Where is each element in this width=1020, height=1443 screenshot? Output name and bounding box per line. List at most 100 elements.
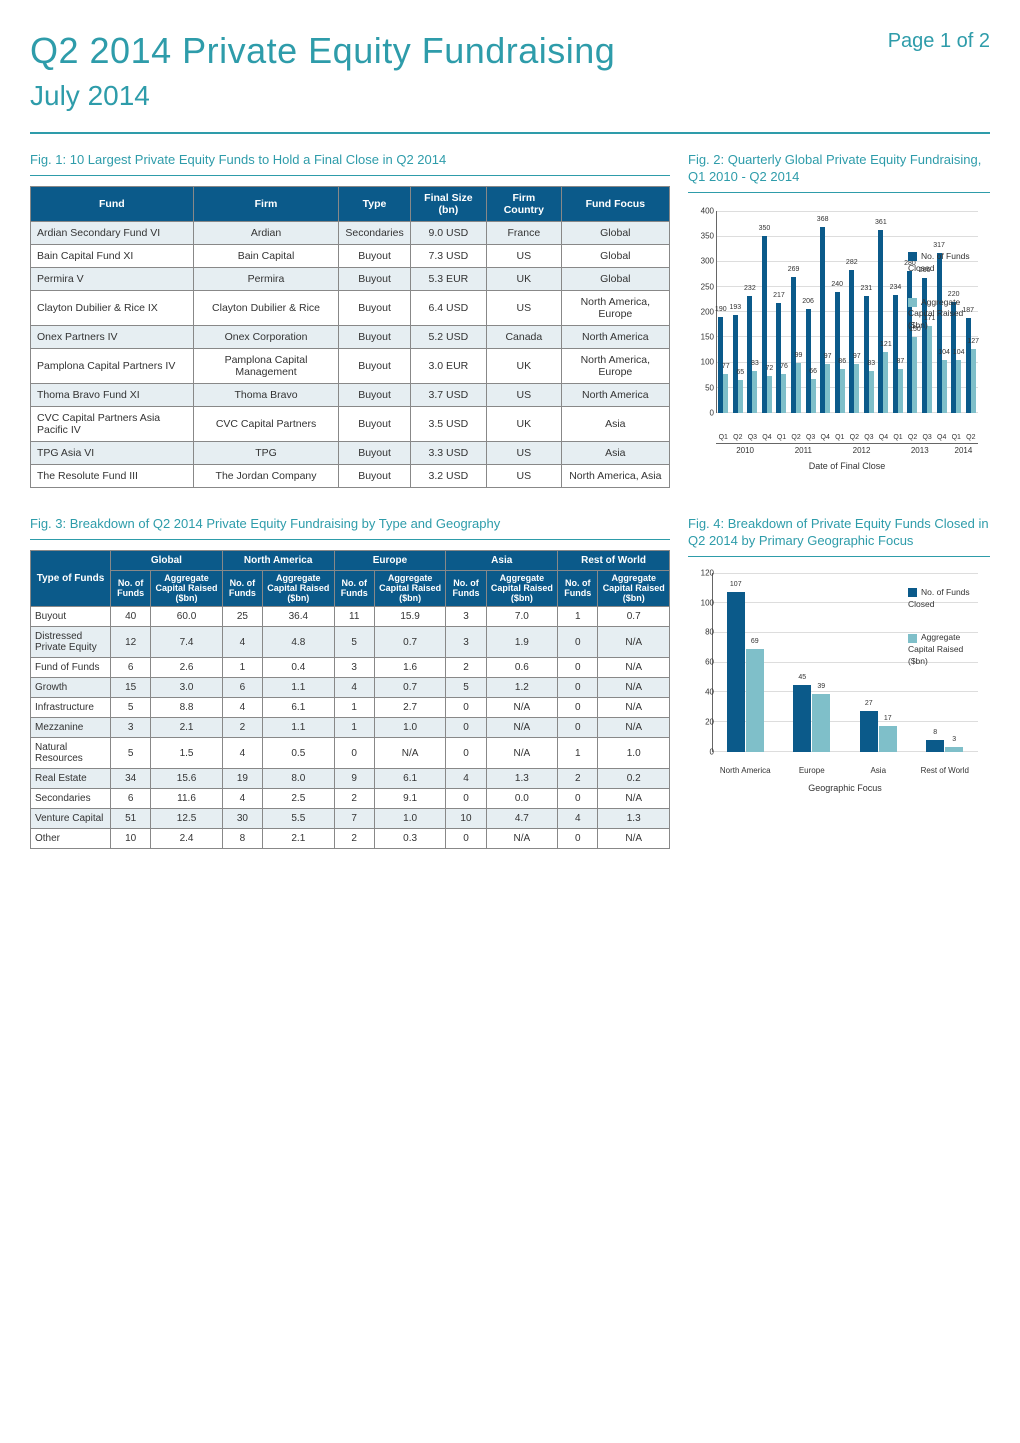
- table-cell: N/A: [486, 718, 558, 738]
- capital-bar: 66: [811, 379, 816, 412]
- table-cell: 3.7 USD: [410, 383, 486, 406]
- table-cell: Canada: [487, 325, 562, 348]
- table-cell: Buyout: [339, 267, 410, 290]
- table-cell: Bain Capital Fund XI: [31, 244, 194, 267]
- table-row: Secondaries611.642.529.100.00N/A: [31, 789, 670, 809]
- table-cell: 1: [222, 658, 262, 678]
- fig1-col-header: Fund: [31, 186, 194, 221]
- table-cell: Buyout: [339, 348, 410, 383]
- fig4-xaxis-title: Geographic Focus: [712, 783, 978, 793]
- type-cell: Venture Capital: [31, 809, 111, 829]
- table-cell: Pamplona Capital Partners IV: [31, 348, 194, 383]
- fig3-table: Type of FundsGlobalNorth AmericaEuropeAs…: [30, 550, 670, 850]
- table-cell: 2: [334, 789, 374, 809]
- sub-header: No. of Funds: [222, 570, 262, 607]
- region-header: Europe: [334, 550, 446, 570]
- funds-bar: 45: [793, 685, 811, 752]
- upper-section: Fig. 1: 10 Largest Private Equity Funds …: [30, 152, 990, 488]
- capital-bar: 127: [971, 349, 976, 413]
- table-cell: 0: [558, 627, 598, 658]
- table-cell: 3: [334, 658, 374, 678]
- table-cell: 0.3: [374, 829, 446, 849]
- table-cell: 25: [222, 607, 262, 627]
- table-cell: 0: [446, 789, 486, 809]
- fig4-title: Fig. 4: Breakdown of Private Equity Fund…: [688, 516, 990, 550]
- quarter-label: Q1: [949, 434, 964, 441]
- table-cell: 5.3 EUR: [410, 267, 486, 290]
- type-cell: Mezzanine: [31, 718, 111, 738]
- table-cell: The Jordan Company: [193, 464, 339, 487]
- sub-header: No. of Funds: [558, 570, 598, 607]
- table-cell: 5: [334, 627, 374, 658]
- table-cell: 6: [222, 678, 262, 698]
- year-label: 2013: [891, 443, 949, 455]
- table-cell: Thoma Bravo Fund XI: [31, 383, 194, 406]
- table-cell: Secondaries: [339, 221, 410, 244]
- table-cell: 1.0: [374, 809, 446, 829]
- fig2-chart: 1907719365232833507221776269992066636897…: [688, 203, 978, 473]
- quarter-label: Q4: [760, 434, 775, 441]
- table-cell: 1.1: [263, 678, 335, 698]
- table-cell: Buyout: [339, 325, 410, 348]
- table-cell: Onex Partners IV: [31, 325, 194, 348]
- table-cell: 11.6: [151, 789, 223, 809]
- table-row: Permira VPermiraBuyout5.3 EURUKGlobal: [31, 267, 670, 290]
- table-cell: North America: [561, 383, 669, 406]
- table-cell: 15.9: [374, 607, 446, 627]
- table-row: Other102.482.120.30N/A0N/A: [31, 829, 670, 849]
- table-cell: 1.0: [598, 738, 670, 769]
- type-cell: Infrastructure: [31, 698, 111, 718]
- ytick-label: 20: [688, 717, 714, 726]
- fig2-xlabels: Q1Q2Q3Q4Q1Q2Q3Q4Q1Q2Q3Q4Q1Q2Q3Q4Q1Q2: [716, 434, 978, 441]
- region-header: Rest of World: [558, 550, 670, 570]
- table-row: Mezzanine32.121.111.00N/A0N/A: [31, 718, 670, 738]
- type-header: Type of Funds: [31, 550, 111, 607]
- fig2-title: Fig. 2: Quarterly Global Private Equity …: [688, 152, 990, 186]
- ytick-label: 40: [688, 688, 714, 697]
- table-cell: 1.3: [486, 769, 558, 789]
- table-cell: Permira: [193, 267, 339, 290]
- table-cell: 6.1: [263, 698, 335, 718]
- fig1-col-header: Firm: [193, 186, 339, 221]
- legend-item: No. of Funds Closed: [908, 251, 980, 275]
- page-title: Q2 2014 Private Equity Fundraising: [30, 30, 615, 72]
- table-cell: 1.1: [263, 718, 335, 738]
- table-cell: 9: [334, 769, 374, 789]
- table-cell: Buyout: [339, 244, 410, 267]
- table-row: Bain Capital Fund XIBain CapitalBuyout7.…: [31, 244, 670, 267]
- table-cell: 3: [446, 627, 486, 658]
- table-cell: 60.0: [151, 607, 223, 627]
- table-cell: 0.7: [374, 678, 446, 698]
- legend-item: Aggregate Capital Raised ($bn): [908, 632, 980, 668]
- table-cell: US: [487, 244, 562, 267]
- table-cell: 8: [222, 829, 262, 849]
- table-cell: Global: [561, 267, 669, 290]
- fig1-table: FundFirmTypeFinal Size (bn)Firm CountryF…: [30, 186, 670, 488]
- table-cell: N/A: [598, 698, 670, 718]
- table-cell: 9.0 USD: [410, 221, 486, 244]
- table-cell: 4: [222, 698, 262, 718]
- table-cell: 7.4: [151, 627, 223, 658]
- quarter-label: Q2: [905, 434, 920, 441]
- type-cell: Buyout: [31, 607, 111, 627]
- table-row: Infrastructure58.846.112.70N/A0N/A: [31, 698, 670, 718]
- fig1-col-header: Firm Country: [487, 186, 562, 221]
- table-cell: 4: [222, 627, 262, 658]
- sub-header: Aggregate Capital Raised ($bn): [263, 570, 335, 607]
- table-cell: 7.3 USD: [410, 244, 486, 267]
- table-cell: 0: [558, 829, 598, 849]
- table-cell: Buyout: [339, 406, 410, 441]
- type-cell: Other: [31, 829, 111, 849]
- capital-bar: 83: [752, 371, 757, 413]
- table-cell: US: [487, 441, 562, 464]
- table-cell: N/A: [486, 829, 558, 849]
- table-row: Real Estate3415.6198.096.141.320.2: [31, 769, 670, 789]
- lower-section: Fig. 3: Breakdown of Q2 2014 Private Equ…: [30, 516, 990, 850]
- table-cell: 0: [558, 718, 598, 738]
- table-cell: 3.3 USD: [410, 441, 486, 464]
- table-cell: 19: [222, 769, 262, 789]
- quarter-label: Q4: [876, 434, 891, 441]
- table-cell: 3: [111, 718, 151, 738]
- type-cell: Distressed Private Equity: [31, 627, 111, 658]
- table-cell: 2: [446, 658, 486, 678]
